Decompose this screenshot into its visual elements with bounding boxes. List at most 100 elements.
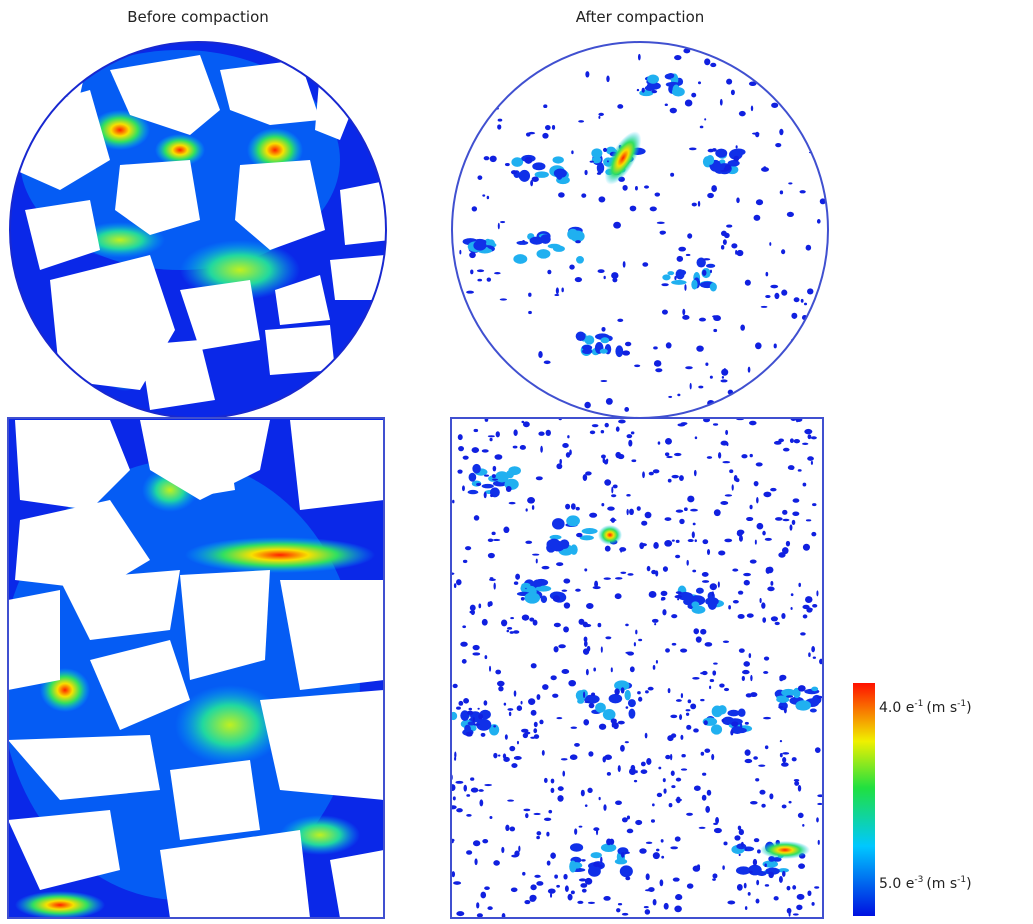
- pore-speck: [513, 429, 517, 436]
- pore-speck: [788, 465, 795, 470]
- pore-speck: [574, 743, 580, 747]
- pore-speck: [570, 843, 583, 851]
- pore-speck: [487, 196, 489, 200]
- pore-speck: [635, 820, 642, 825]
- pore-speck: [755, 540, 757, 545]
- pore-speck: [528, 311, 532, 314]
- pore-speck: [546, 832, 549, 837]
- pore-speck: [804, 429, 812, 434]
- pore-speck: [554, 294, 559, 296]
- pore-speck: [457, 347, 464, 353]
- pore-speck: [781, 762, 789, 766]
- pore-speck: [778, 85, 782, 92]
- pore-speck: [561, 758, 568, 760]
- pore-speck: [779, 129, 783, 135]
- pore-speck: [588, 751, 593, 756]
- pore-speck: [650, 207, 657, 212]
- pore-speck: [565, 885, 569, 891]
- figure: Before compaction After compaction: [0, 0, 1033, 924]
- pore-speck: [793, 913, 799, 915]
- pore-speck: [490, 494, 493, 497]
- pore-speck: [503, 526, 509, 533]
- pore-speck: [780, 740, 782, 742]
- pore-speck: [625, 876, 630, 880]
- pore-speck: [499, 76, 501, 81]
- pore-speck: [460, 125, 465, 132]
- pore-speck: [737, 530, 743, 536]
- pore-speck: [539, 720, 543, 725]
- pore-speck: [510, 63, 515, 67]
- pore-speck: [625, 741, 629, 743]
- pore-speck: [657, 793, 662, 797]
- pore-speck: [464, 354, 467, 357]
- pore-speck: [676, 591, 682, 594]
- pore-speck: [665, 755, 670, 759]
- pore-speck: [488, 553, 495, 558]
- pore-speck: [601, 327, 605, 332]
- pore-speck: [721, 245, 724, 250]
- pore-speck: [699, 318, 706, 322]
- pore-speck: [615, 800, 622, 805]
- pore-speck: [559, 459, 562, 464]
- pore-speck: [786, 695, 793, 697]
- pore-speck: [590, 161, 594, 163]
- pore-speck: [653, 346, 658, 349]
- pore-speck: [505, 734, 508, 739]
- pore-speck: [568, 680, 576, 686]
- pore-speck: [673, 85, 680, 96]
- pore-speck: [802, 443, 808, 445]
- pore-speck: [525, 813, 528, 818]
- pore-speck: [711, 724, 722, 734]
- pore-speck: [604, 577, 611, 580]
- pore-speck: [647, 566, 651, 571]
- pore-speck: [671, 771, 675, 776]
- pore-speck: [456, 579, 462, 585]
- pore-speck: [619, 547, 626, 552]
- pore-speck: [634, 642, 636, 646]
- pore-speck: [598, 269, 605, 273]
- pore-speck: [558, 192, 565, 197]
- pore-speck: [542, 684, 548, 690]
- pore-speck: [586, 603, 594, 609]
- pore-speck: [644, 906, 649, 908]
- pore-speck: [634, 780, 637, 782]
- pore-speck: [770, 285, 778, 289]
- pore-speck: [790, 379, 794, 383]
- pore-speck: [526, 54, 531, 59]
- pore-speck: [791, 313, 797, 319]
- pore-speck: [605, 546, 611, 552]
- pore-speck: [798, 813, 804, 818]
- pore-speck: [459, 250, 461, 255]
- pore-speck: [507, 630, 510, 633]
- pore-speck: [694, 470, 697, 476]
- pore-speck: [724, 539, 732, 543]
- pore-speck: [518, 846, 520, 852]
- pore-speck: [749, 653, 752, 658]
- pore-speck: [497, 124, 501, 129]
- pore-speck: [733, 569, 737, 571]
- pore-speck: [469, 473, 477, 482]
- pore-speck: [601, 455, 606, 459]
- pore-speck: [583, 692, 585, 699]
- pore-speck: [517, 705, 522, 711]
- pore-speck: [725, 494, 732, 496]
- pore-speck: [757, 523, 764, 530]
- pore-speck: [811, 687, 818, 692]
- pore-speck: [756, 199, 763, 205]
- pore-speck: [700, 126, 704, 129]
- pore-speck: [489, 666, 491, 672]
- pore-speck: [496, 431, 500, 437]
- pore-speck: [787, 212, 794, 217]
- pore-speck: [530, 180, 533, 186]
- pore-speck: [695, 436, 697, 439]
- pore-speck: [472, 206, 477, 211]
- pore-speck: [671, 785, 675, 788]
- pore-speck: [570, 754, 578, 760]
- pore-speck: [674, 453, 681, 456]
- pore-speck: [618, 419, 626, 423]
- pore-speck: [745, 759, 753, 763]
- pore-speck: [567, 229, 578, 240]
- pore-speck: [504, 703, 506, 706]
- pore-speck: [571, 150, 573, 154]
- panel-title: Before compaction: [127, 8, 269, 26]
